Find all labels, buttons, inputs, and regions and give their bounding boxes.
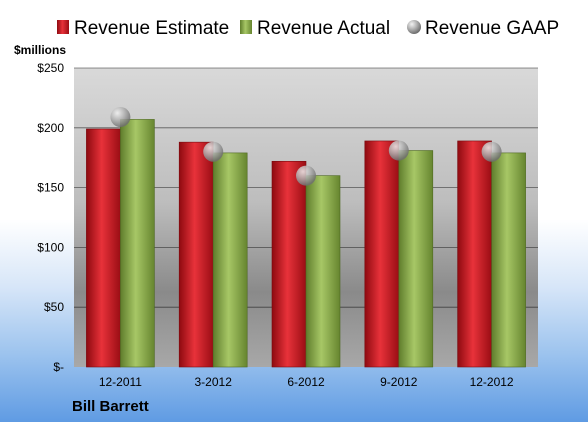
x-tick-label: 9-2012: [380, 375, 418, 389]
y-axis-ticks: $- $50 $100 $150 $200 $250: [37, 61, 64, 374]
x-axis-ticks: 12-2011 3-2012 6-2012 9-2012 12-2012: [99, 375, 514, 389]
legend-swatch-revenue-gaap: [407, 20, 421, 34]
point-revenue-gaap-12-2012: [481, 141, 502, 162]
y-tick-label: $200: [37, 121, 64, 135]
legend-label-revenue-actual: Revenue Actual: [257, 18, 390, 39]
company-name: Bill Barrett: [72, 398, 149, 415]
bar-revenue-actual-12-2011: [120, 119, 155, 368]
y-tick-label: $-: [53, 360, 64, 374]
point-revenue-gaap-9-2012: [388, 140, 409, 161]
legend-swatch-revenue-estimate: [57, 20, 69, 34]
bar-revenue-estimate-12-2011: [86, 128, 121, 368]
x-tick-label: 3-2012: [195, 375, 233, 389]
bar-revenue-estimate-3-2012: [178, 141, 214, 368]
bar-revenue-estimate-6-2012: [271, 160, 307, 368]
legend-label-revenue-gaap: Revenue GAAP: [425, 18, 559, 39]
legend-label-revenue-estimate: Revenue Estimate: [74, 18, 229, 39]
point-revenue-gaap-12-2011: [110, 107, 131, 128]
bar-revenue-actual-9-2012: [398, 150, 434, 368]
bar-revenue-estimate-9-2012: [364, 140, 400, 368]
y-tick-label: $50: [44, 300, 64, 314]
x-tick-label: 12-2012: [470, 375, 514, 389]
y-tick-label: $100: [37, 240, 64, 254]
point-revenue-gaap-3-2012: [203, 141, 224, 162]
y-axis-unit-label: $millions: [14, 43, 66, 57]
x-tick-label: 12-2011: [99, 375, 142, 389]
bar-revenue-actual-6-2012: [305, 175, 341, 368]
gaap-points: [110, 107, 502, 186]
bar-revenue-estimate-12-2012: [457, 140, 492, 368]
legend-swatch-revenue-actual: [240, 20, 252, 34]
y-tick-label: $250: [37, 61, 64, 75]
point-revenue-gaap-6-2012: [296, 165, 316, 186]
bar-revenue-actual-12-2012: [491, 152, 526, 368]
bars: [86, 119, 526, 368]
x-tick-label: 6-2012: [287, 375, 325, 389]
bar-revenue-actual-3-2012: [212, 152, 248, 368]
y-tick-label: $150: [37, 181, 64, 195]
legend: Revenue Estimate Revenue Actual Revenue GA…: [57, 18, 559, 39]
